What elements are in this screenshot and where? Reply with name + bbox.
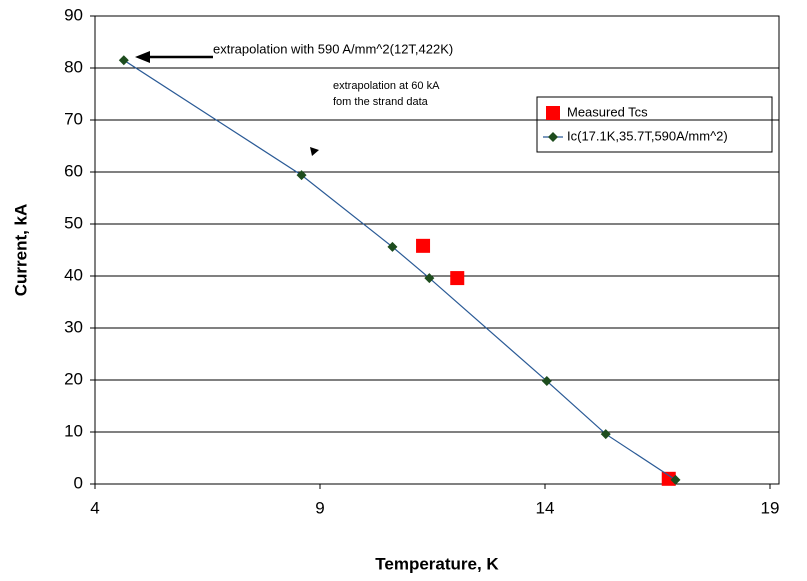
annotation-arrowhead bbox=[310, 147, 319, 156]
y-tick-label: 90 bbox=[64, 5, 83, 24]
y-tick-label: 20 bbox=[64, 369, 83, 388]
x-tick-label: 19 bbox=[761, 498, 780, 517]
y-tick-label: 10 bbox=[64, 421, 83, 440]
legend-marker bbox=[546, 106, 560, 120]
legend-label: Measured Tcs bbox=[567, 104, 648, 119]
data-point bbox=[296, 170, 307, 181]
annotation: extrapolation at 60 kA bbox=[333, 80, 440, 92]
y-tick-label: 50 bbox=[64, 213, 83, 232]
annotation-arrowhead bbox=[135, 51, 150, 63]
y-tick-label: 80 bbox=[64, 57, 83, 76]
y-tick-label: 60 bbox=[64, 161, 83, 180]
y-axis-title: Current, kA bbox=[11, 204, 30, 297]
data-point bbox=[387, 241, 398, 252]
legend-label: Ic(17.1K,35.7T,590A/mm^2) bbox=[567, 128, 728, 143]
y-tick-label: 30 bbox=[64, 317, 83, 336]
x-tick-label: 9 bbox=[315, 498, 324, 517]
data-point bbox=[416, 238, 431, 253]
data-point bbox=[424, 273, 435, 284]
annotation: extrapolation with 590 A/mm^2(12T,422K) bbox=[213, 41, 453, 56]
data-point bbox=[600, 429, 611, 440]
y-tick-label: 70 bbox=[64, 109, 83, 128]
x-tick-label: 4 bbox=[90, 498, 99, 517]
y-tick-label: 0 bbox=[74, 473, 83, 492]
annotation: fom the strand data bbox=[333, 96, 429, 108]
data-point bbox=[541, 376, 552, 387]
data-point bbox=[450, 271, 465, 286]
x-tick-label: 14 bbox=[536, 498, 555, 517]
y-tick-label: 40 bbox=[64, 265, 83, 284]
data-point bbox=[670, 474, 681, 485]
legend-box bbox=[536, 96, 773, 153]
x-axis-title: Temperature, K bbox=[375, 554, 499, 573]
data-point bbox=[118, 55, 129, 66]
legend-marker bbox=[548, 132, 558, 142]
data-point bbox=[661, 471, 676, 486]
